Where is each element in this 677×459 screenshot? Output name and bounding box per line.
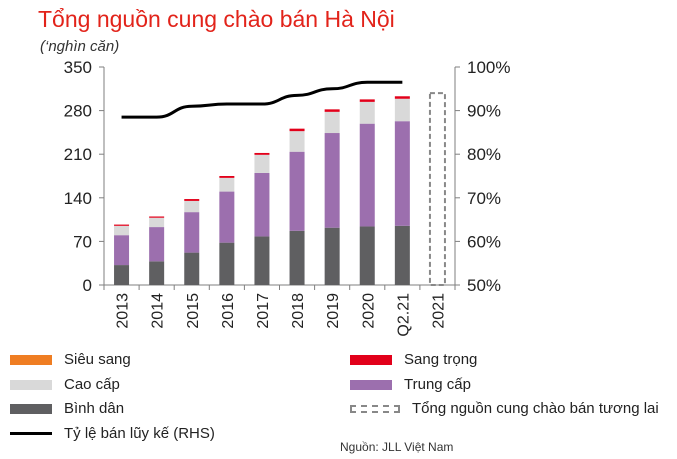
legend-item-binh-dan: Bình dân <box>10 400 124 417</box>
bar-segment-cao-cap <box>149 217 165 228</box>
bar-segment-trung-cap <box>394 121 410 226</box>
bar-segment-binh-dan <box>324 227 340 285</box>
y-right-tick-label: 70% <box>467 189 501 208</box>
legend-item-ty-le: Tỷ lệ bán lũy kế (RHS) <box>10 425 215 442</box>
x-tick-label: 2020 <box>360 293 377 329</box>
bar-segment-cao-cap <box>289 131 305 152</box>
bar-segment-binh-dan <box>394 225 410 285</box>
y-left-tick-label: 210 <box>64 145 92 164</box>
bar-segment-trung-cap <box>219 191 235 243</box>
bar-segment-binh-dan <box>149 261 165 285</box>
bar-segment-trung-cap <box>359 123 375 227</box>
legend-label-cao-cap: Cao cấp <box>64 376 120 393</box>
x-tick-label: 2018 <box>290 293 307 329</box>
bar-segment-cao-cap <box>184 200 200 213</box>
chart-source: Nguồn: JLL Việt Nam <box>340 440 454 454</box>
x-tick-label: 2013 <box>115 293 132 329</box>
bar-segment-sang-trong <box>184 199 200 201</box>
bar-segment-sang-trong <box>394 96 410 99</box>
chart-unit-label: (‘nghìn căn) <box>40 38 120 55</box>
bar-segment-binh-dan <box>359 226 375 285</box>
y-left-tick-label: 0 <box>83 276 92 295</box>
bar-segment-binh-dan <box>254 236 270 285</box>
legend-swatch-sieu-sang <box>10 354 52 365</box>
legend-swatch-trung-cap <box>350 379 392 390</box>
x-tick-label: 2016 <box>220 293 237 329</box>
bar-segment-trung-cap <box>149 227 165 262</box>
y-right-tick-label: 60% <box>467 232 501 251</box>
stacked-bar-chart: 0 70 140 210 280 350 50% 60% 70% 80% 90% 100% 2013 20… <box>64 58 511 337</box>
legend-item-cao-cap: Cao cấp <box>10 376 120 393</box>
sell-rate-line <box>121 80 403 119</box>
legend-item-trung-cap: Trung cấp <box>350 376 471 393</box>
bar-segment-cao-cap <box>114 225 130 236</box>
y-left-tick-label: 350 <box>64 58 92 77</box>
legend-label-binh-dan: Bình dân <box>64 400 125 417</box>
y-left-tick-label: 70 <box>73 232 92 251</box>
bar-segment-sang-trong <box>114 224 130 226</box>
bar-segment-cao-cap <box>394 98 410 122</box>
x-tick-label: 2015 <box>185 293 202 329</box>
legend-swatch-ty-le <box>10 432 52 435</box>
bar-segment-trung-cap <box>289 151 305 231</box>
bar-segment-binh-dan <box>289 230 305 285</box>
bar-segment-sang-trong <box>254 152 270 155</box>
legend-item-sang-trong: Sang trọng <box>350 351 477 368</box>
legend-label-sang-trong: Sang trọng <box>404 351 478 368</box>
x-tick-label: 2021 <box>430 293 447 329</box>
legend-item-sieu-sang: Siêu sang <box>10 351 131 368</box>
bar-segment-cao-cap <box>324 111 340 134</box>
bar-segment-cao-cap <box>219 177 235 192</box>
bar-segment-trung-cap <box>324 133 340 228</box>
legend-label-sieu-sang: Siêu sang <box>64 351 131 368</box>
x-tick-label: 2019 <box>325 293 342 329</box>
y-right-tick-label: 100% <box>467 58 510 77</box>
y-right-tick-label: 80% <box>467 145 501 164</box>
legend-label-trung-cap: Trung cấp <box>404 376 471 393</box>
legend-label-tuong-lai: Tổng nguồn cung chào bán tương lai <box>412 400 659 417</box>
bar-segment-trung-cap <box>114 235 130 266</box>
legend-swatch-sang-trong <box>350 354 392 365</box>
y-right-tick-label: 90% <box>467 102 501 121</box>
bar-segment-trung-cap <box>184 212 200 253</box>
bar-segment-binh-dan <box>114 265 130 285</box>
bar-segment-binh-dan <box>219 242 235 285</box>
bar-segment-sang-trong <box>149 216 165 218</box>
legend-swatch-tuong-lai <box>350 404 400 413</box>
bar-segment-cao-cap <box>359 101 375 124</box>
chart-title: Tổng nguồn cung chào bán Hà Nội <box>38 6 395 32</box>
legend-label-ty-le: Tỷ lệ bán lũy kế (RHS) <box>64 425 215 442</box>
bar-segment-binh-dan <box>184 252 200 285</box>
legend-item-tuong-lai: Tổng nguồn cung chào bán tương lai <box>350 400 659 417</box>
future-supply-bar <box>428 92 446 286</box>
bar-segment-sang-trong <box>219 176 235 178</box>
y-left-tick-label: 140 <box>64 189 92 208</box>
y-left-tick-label: 280 <box>64 102 92 121</box>
bar-segment-trung-cap <box>254 172 270 237</box>
bar-segment-sang-trong <box>324 109 340 112</box>
x-tick-label: 2017 <box>255 293 272 329</box>
x-tick-label: 2014 <box>150 293 167 329</box>
x-tick-label: Q2.21 <box>395 293 412 337</box>
bar-segment-cao-cap <box>254 154 270 173</box>
bar-segment-sang-trong <box>359 99 375 102</box>
y-right-tick-label: 50% <box>467 276 501 295</box>
legend-swatch-binh-dan <box>10 403 52 414</box>
legend-swatch-cao-cap <box>10 379 52 390</box>
bar-segment-sang-trong <box>289 128 305 132</box>
